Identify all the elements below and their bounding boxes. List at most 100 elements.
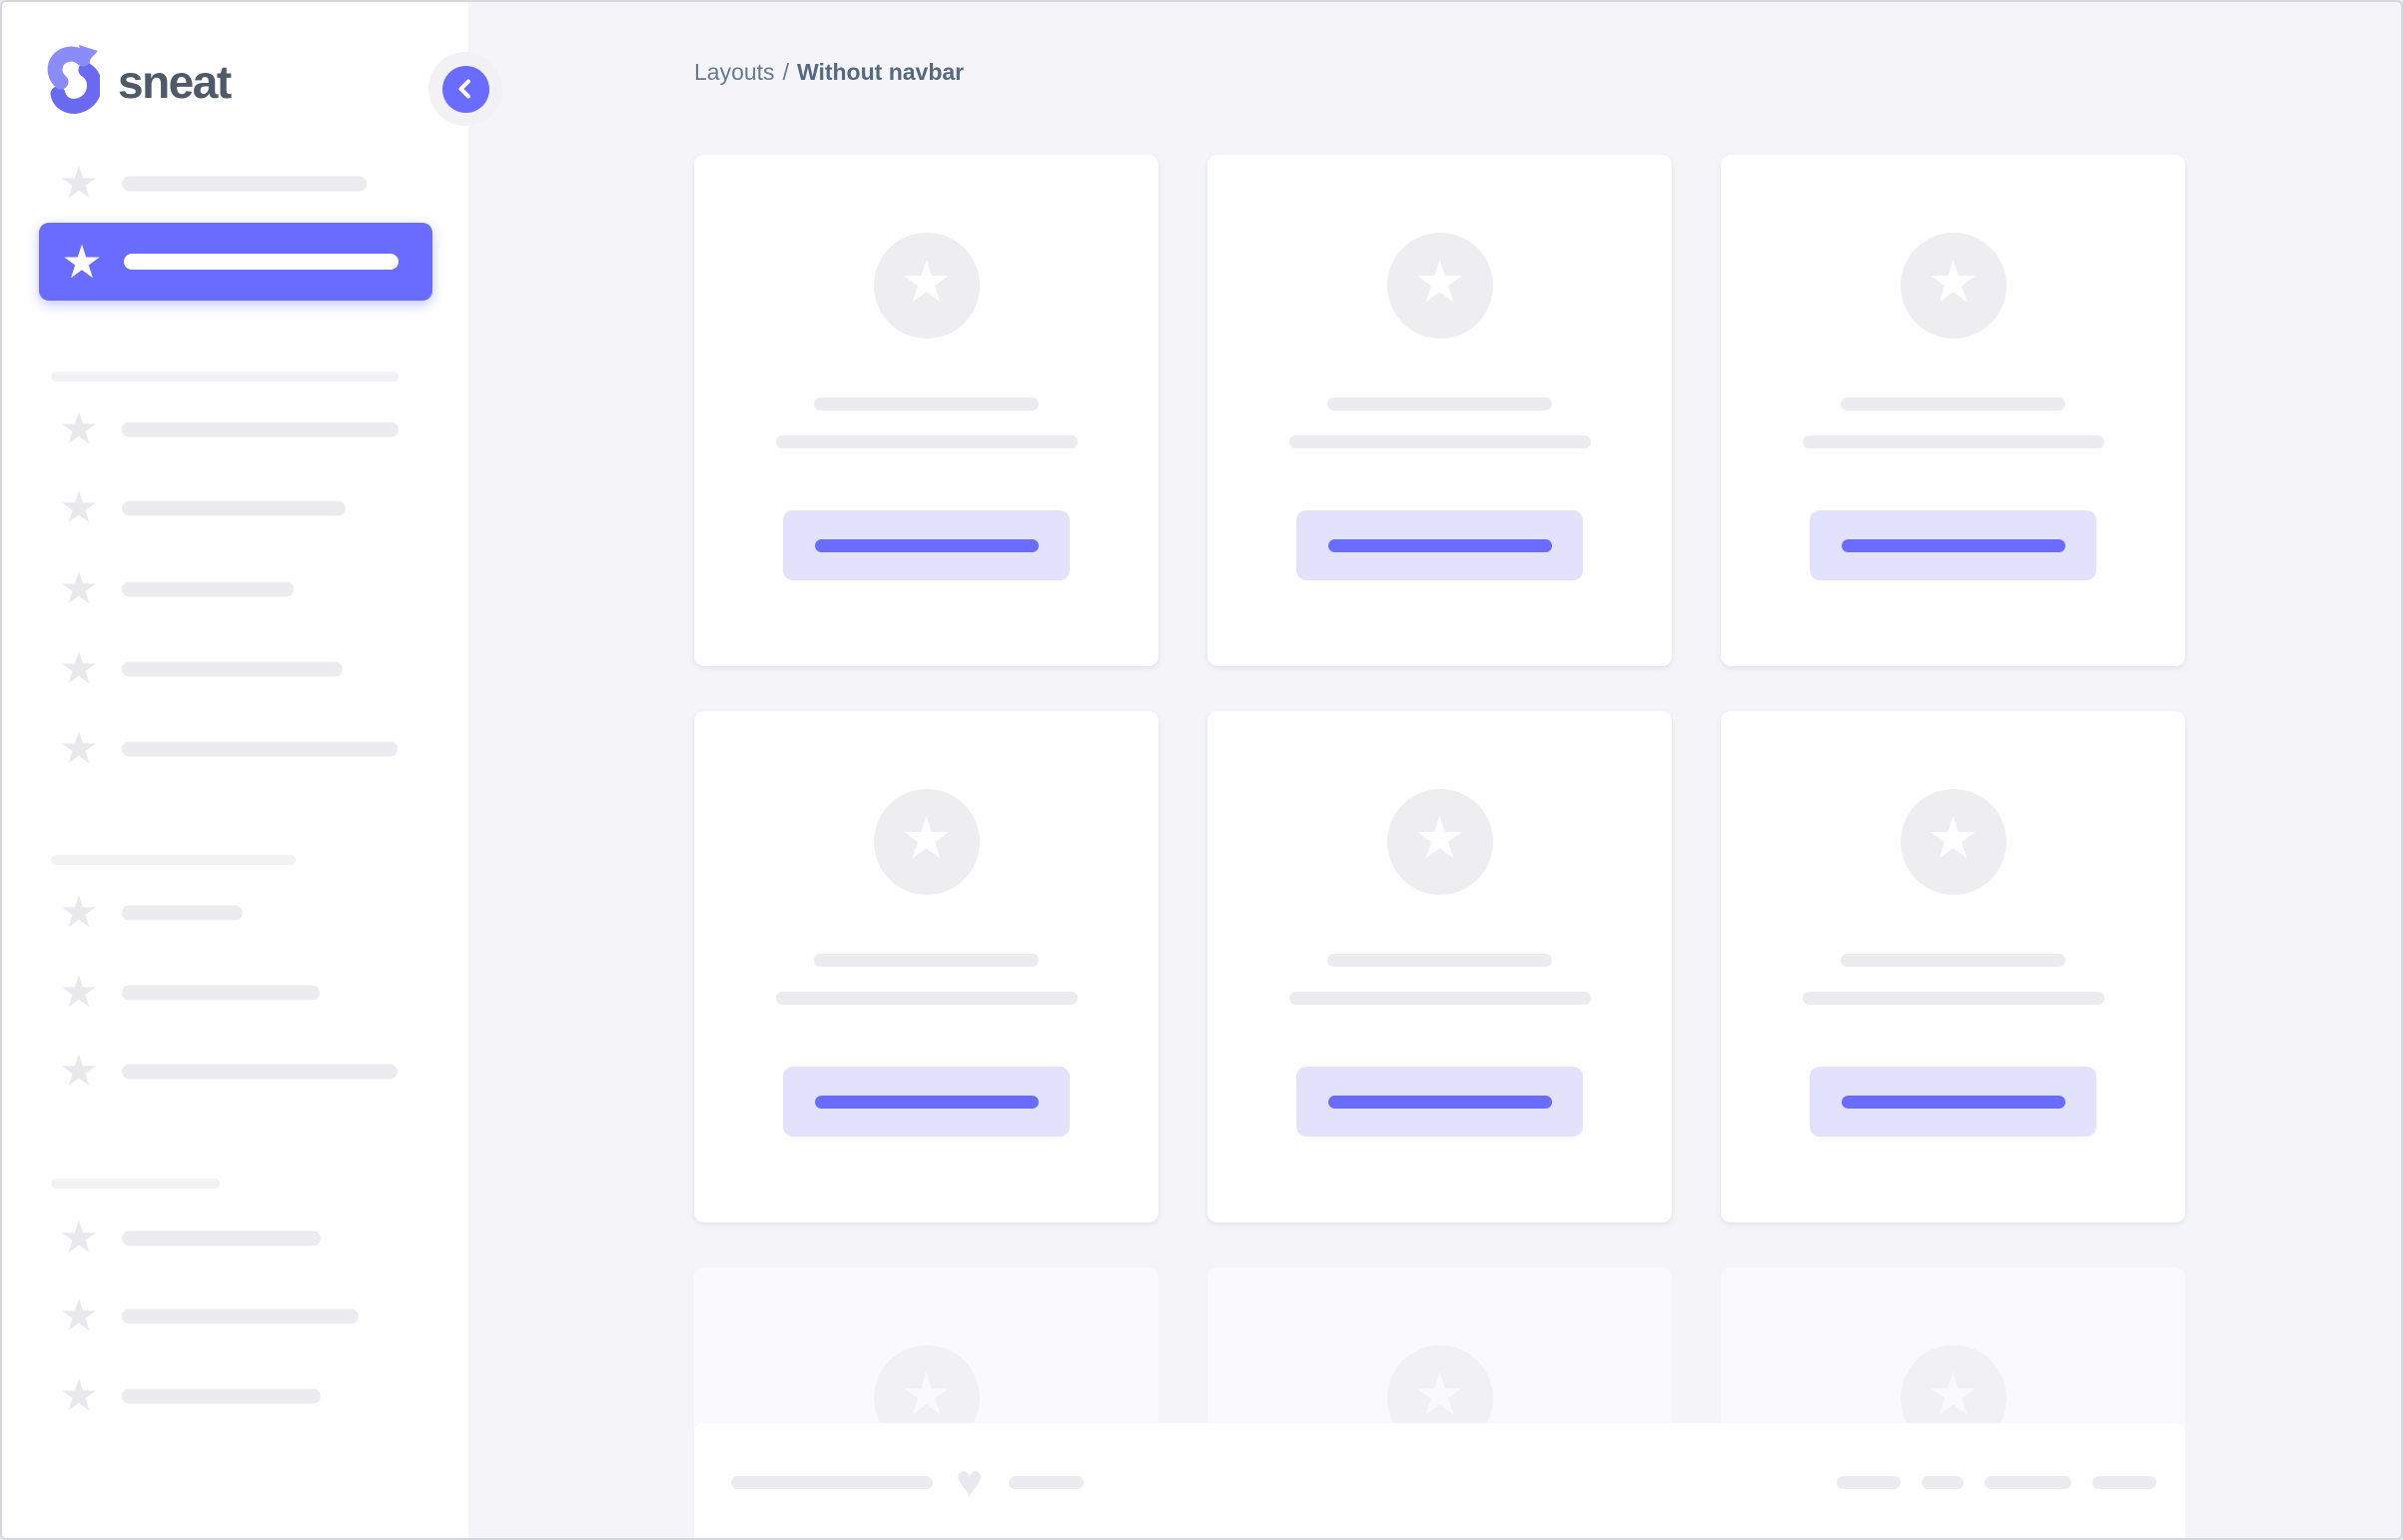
skeleton-line-1 [814, 954, 1039, 967]
skeleton-line-1 [1841, 954, 2065, 967]
sidebar-item[interactable]: ★ [2, 1371, 468, 1420]
sidebar-section-divider [51, 372, 399, 382]
star-icon: ★ [1927, 250, 1980, 315]
star-icon: ★ [61, 236, 103, 288]
sidebar-item[interactable]: ★ [2, 968, 468, 1017]
star-icon: ★ [1413, 1362, 1466, 1427]
skeleton-line [122, 581, 294, 597]
star-icon: ★ [59, 1213, 99, 1262]
skeleton-line-2 [1802, 435, 2104, 448]
button-label-placeholder [814, 1095, 1039, 1109]
chevron-left-icon [441, 65, 489, 113]
sidebar-item[interactable]: ★ [2, 1291, 468, 1340]
sidebar-item[interactable]: ★ [2, 404, 468, 453]
skeleton-line [122, 1230, 321, 1246]
star-icon: ★ [900, 250, 953, 315]
skeleton-line-2 [775, 992, 1078, 1005]
button-label-placeholder [1841, 1095, 2065, 1109]
skeleton-line [1837, 1476, 1901, 1489]
skeleton-line-2 [1802, 992, 2104, 1005]
skeleton-line [122, 741, 398, 757]
skeleton-line-1 [814, 397, 1039, 410]
sidebar-item[interactable]: ★ [2, 888, 468, 937]
skeleton-line [1009, 1476, 1085, 1489]
star-icon: ★ [1413, 806, 1466, 871]
breadcrumb-current: Without navbar [796, 59, 965, 85]
skeleton-line [731, 1476, 933, 1489]
sidebar-nav: ★ ★ ★ ★ ★ ★ ★ ★ ★ ★ ★ ★ ★ [2, 2, 468, 1538]
star-icon: ★ [1927, 806, 1980, 871]
sidebar-item[interactable]: ★ [2, 483, 468, 532]
sidebar-item-active[interactable]: ★ [39, 223, 432, 301]
placeholder-card: ★ [694, 711, 1159, 1222]
skeleton-line [2092, 1476, 2156, 1489]
sidebar-item[interactable]: ★ [2, 564, 468, 613]
sidebar-item[interactable]: ★ [2, 162, 468, 206]
sidebar-section-divider [51, 1178, 220, 1188]
sidebar-collapse-toggle[interactable] [428, 52, 502, 126]
skeleton-line [122, 905, 243, 921]
skeleton-line [122, 1064, 398, 1080]
avatar-placeholder: ★ [1386, 233, 1493, 339]
avatar-placeholder: ★ [1900, 233, 2006, 339]
skeleton-line [122, 1308, 359, 1324]
skeleton-line-1 [1841, 397, 2065, 410]
avatar-placeholder: ★ [873, 789, 980, 895]
star-icon: ★ [59, 1371, 99, 1420]
sneat-logo-icon [46, 42, 102, 121]
sidebar-item[interactable]: ★ [2, 727, 468, 771]
skeleton-line [124, 254, 399, 270]
button-label-placeholder [1841, 538, 2065, 552]
skeleton-line-2 [775, 435, 1078, 448]
star-icon: ★ [59, 888, 99, 937]
sidebar-item[interactable]: ★ [2, 1213, 468, 1262]
avatar-placeholder: ★ [1900, 789, 2006, 895]
skeleton-line [122, 176, 367, 192]
placeholder-card: ★ [694, 155, 1159, 666]
card-action-button[interactable] [1810, 1067, 2096, 1137]
cards-grid: ★ ★ ★ ★ ★ [694, 155, 2185, 1538]
star-icon: ★ [59, 968, 99, 1017]
skeleton-line [122, 985, 320, 1001]
star-icon: ★ [1413, 250, 1466, 315]
skeleton-line-1 [1327, 397, 1552, 410]
sidebar-item[interactable]: ★ [2, 1047, 468, 1096]
skeleton-line [122, 1388, 321, 1404]
avatar-placeholder: ★ [873, 233, 980, 339]
skeleton-line [122, 500, 346, 516]
placeholder-card: ★ [1207, 155, 1672, 666]
breadcrumb-separator: / [782, 59, 789, 85]
heart-icon: ♥ [956, 1454, 984, 1507]
star-icon: ★ [900, 806, 953, 871]
card-action-button[interactable] [1810, 510, 2096, 580]
placeholder-card: ★ [1207, 711, 1672, 1222]
button-label-placeholder [814, 538, 1039, 552]
star-icon: ★ [59, 564, 99, 613]
footer-right [1837, 1476, 2156, 1489]
card-action-button[interactable] [1296, 510, 1583, 580]
sidebar-item[interactable]: ★ [2, 644, 468, 693]
skeleton-line-2 [1288, 435, 1591, 448]
card-action-button[interactable] [783, 510, 1070, 580]
placeholder-card: ★ [1721, 155, 2185, 666]
skeleton-line-1 [1327, 954, 1552, 967]
star-icon: ★ [59, 644, 99, 693]
skeleton-line [122, 661, 343, 677]
star-icon: ★ [59, 404, 99, 453]
button-label-placeholder [1327, 1095, 1552, 1109]
card-action-button[interactable] [1296, 1067, 1583, 1137]
star-icon: ★ [59, 483, 99, 532]
skeleton-line [1985, 1476, 2071, 1489]
star-icon: ★ [59, 1047, 99, 1096]
breadcrumb-section[interactable]: Layouts [694, 59, 775, 85]
star-icon: ★ [59, 1291, 99, 1340]
button-label-placeholder [1327, 538, 1552, 552]
skeleton-line [122, 421, 399, 437]
avatar-placeholder: ★ [1386, 789, 1493, 895]
main-content: ★ ★ ★ ★ ★ [694, 155, 2185, 1538]
card-action-button[interactable] [783, 1067, 1070, 1137]
sidebar-section-divider [51, 855, 296, 865]
star-icon: ★ [1927, 1362, 1980, 1427]
app-logo[interactable]: sneat [46, 42, 232, 121]
sidebar: sneat ★ ★ ★ ★ ★ ★ ★ ★ ★ ★ ★ ★ ★ [2, 2, 468, 1538]
